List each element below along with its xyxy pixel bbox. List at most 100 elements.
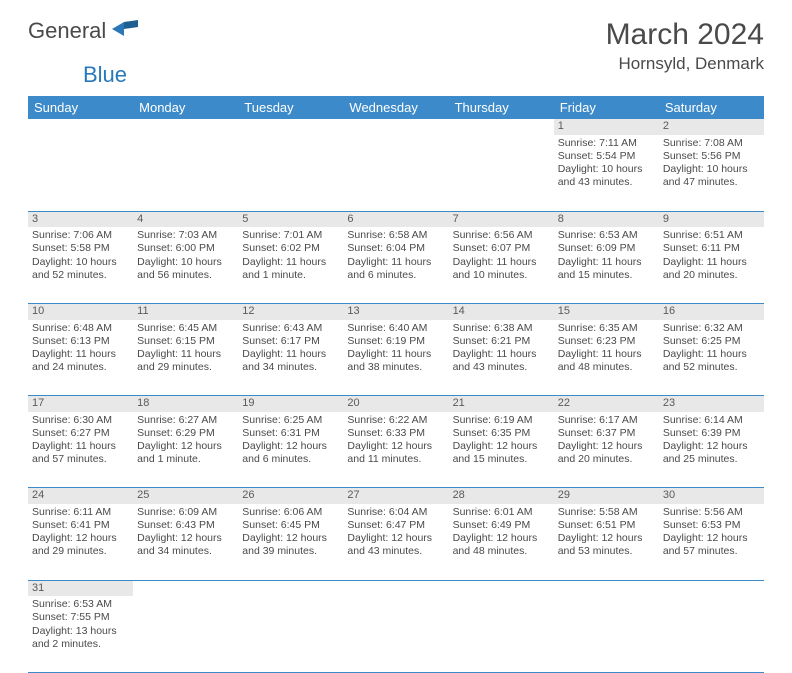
weekday-header: Tuesday bbox=[238, 96, 343, 119]
day-number-cell: 25 bbox=[133, 488, 238, 504]
day-cell: Sunrise: 6:01 AMSunset: 6:49 PMDaylight:… bbox=[449, 504, 554, 580]
sunset-line: Sunset: 5:56 PM bbox=[663, 150, 760, 163]
day-number-cell: 10 bbox=[28, 303, 133, 319]
sunset-line: Sunset: 6:45 PM bbox=[242, 519, 339, 532]
sunset-line: Sunset: 5:58 PM bbox=[32, 242, 129, 255]
daylight-line: Daylight: 11 hours and 57 minutes. bbox=[32, 440, 129, 466]
empty-cell bbox=[449, 135, 554, 211]
sunset-line: Sunset: 6:49 PM bbox=[453, 519, 550, 532]
sunset-line: Sunset: 6:53 PM bbox=[663, 519, 760, 532]
day-number-cell: 1 bbox=[554, 119, 659, 135]
day-cell: Sunrise: 6:14 AMSunset: 6:39 PMDaylight:… bbox=[659, 412, 764, 488]
sunset-line: Sunset: 6:07 PM bbox=[453, 242, 550, 255]
empty-cell bbox=[238, 596, 343, 672]
day-cell: Sunrise: 5:56 AMSunset: 6:53 PMDaylight:… bbox=[659, 504, 764, 580]
day-data-row: Sunrise: 6:48 AMSunset: 6:13 PMDaylight:… bbox=[28, 320, 764, 396]
empty-cell bbox=[28, 135, 133, 211]
daylight-line: Daylight: 10 hours and 56 minutes. bbox=[137, 256, 234, 282]
day-number-cell: 11 bbox=[133, 303, 238, 319]
day-number-cell: 12 bbox=[238, 303, 343, 319]
sunrise-line: Sunrise: 6:38 AM bbox=[453, 322, 550, 335]
sunrise-line: Sunrise: 6:48 AM bbox=[32, 322, 129, 335]
calendar-table: SundayMondayTuesdayWednesdayThursdayFrid… bbox=[28, 96, 764, 673]
day-number-row: 10111213141516 bbox=[28, 303, 764, 319]
day-cell: Sunrise: 6:58 AMSunset: 6:04 PMDaylight:… bbox=[343, 227, 448, 303]
sunrise-line: Sunrise: 6:51 AM bbox=[663, 229, 760, 242]
daylight-line: Daylight: 13 hours and 2 minutes. bbox=[32, 625, 129, 651]
daylight-line: Daylight: 12 hours and 43 minutes. bbox=[347, 532, 444, 558]
day-number-row: 12 bbox=[28, 119, 764, 135]
day-cell: Sunrise: 6:51 AMSunset: 6:11 PMDaylight:… bbox=[659, 227, 764, 303]
sunrise-line: Sunrise: 7:11 AM bbox=[558, 137, 655, 150]
daylight-line: Daylight: 10 hours and 43 minutes. bbox=[558, 163, 655, 189]
day-number-cell: 16 bbox=[659, 303, 764, 319]
logo-text-general: General bbox=[28, 18, 106, 44]
day-cell: Sunrise: 6:40 AMSunset: 6:19 PMDaylight:… bbox=[343, 320, 448, 396]
day-number-cell: 9 bbox=[659, 211, 764, 227]
day-data-row: Sunrise: 7:11 AMSunset: 5:54 PMDaylight:… bbox=[28, 135, 764, 211]
sunset-line: Sunset: 6:19 PM bbox=[347, 335, 444, 348]
empty-cell bbox=[554, 596, 659, 672]
day-number-cell: 14 bbox=[449, 303, 554, 319]
weekday-header-row: SundayMondayTuesdayWednesdayThursdayFrid… bbox=[28, 96, 764, 119]
sunrise-line: Sunrise: 6:11 AM bbox=[32, 506, 129, 519]
day-number-cell: 15 bbox=[554, 303, 659, 319]
day-cell: Sunrise: 6:56 AMSunset: 6:07 PMDaylight:… bbox=[449, 227, 554, 303]
empty-cell bbox=[133, 135, 238, 211]
day-cell: Sunrise: 6:22 AMSunset: 6:33 PMDaylight:… bbox=[343, 412, 448, 488]
blank-cell bbox=[133, 580, 238, 596]
day-cell: Sunrise: 6:17 AMSunset: 6:37 PMDaylight:… bbox=[554, 412, 659, 488]
day-cell: Sunrise: 6:09 AMSunset: 6:43 PMDaylight:… bbox=[133, 504, 238, 580]
sunrise-line: Sunrise: 6:06 AM bbox=[242, 506, 339, 519]
day-number-cell: 21 bbox=[449, 396, 554, 412]
sunrise-line: Sunrise: 5:58 AM bbox=[558, 506, 655, 519]
daylight-line: Daylight: 12 hours and 53 minutes. bbox=[558, 532, 655, 558]
day-data-row: Sunrise: 6:53 AMSunset: 7:55 PMDaylight:… bbox=[28, 596, 764, 672]
empty-cell bbox=[659, 596, 764, 672]
daylight-line: Daylight: 10 hours and 52 minutes. bbox=[32, 256, 129, 282]
sunrise-line: Sunrise: 6:25 AM bbox=[242, 414, 339, 427]
logo-flag-icon bbox=[112, 20, 138, 43]
empty-cell bbox=[343, 596, 448, 672]
sunrise-line: Sunrise: 7:01 AM bbox=[242, 229, 339, 242]
day-number-row: 17181920212223 bbox=[28, 396, 764, 412]
day-cell: Sunrise: 6:53 AMSunset: 6:09 PMDaylight:… bbox=[554, 227, 659, 303]
day-number-cell: 13 bbox=[343, 303, 448, 319]
sunset-line: Sunset: 6:37 PM bbox=[558, 427, 655, 440]
day-number-row: 3456789 bbox=[28, 211, 764, 227]
day-number-cell: 24 bbox=[28, 488, 133, 504]
sunrise-line: Sunrise: 6:56 AM bbox=[453, 229, 550, 242]
calendar-body: 12Sunrise: 7:11 AMSunset: 5:54 PMDayligh… bbox=[28, 119, 764, 672]
month-title: March 2024 bbox=[606, 18, 764, 52]
day-number-cell: 31 bbox=[28, 580, 133, 596]
day-cell: Sunrise: 6:11 AMSunset: 6:41 PMDaylight:… bbox=[28, 504, 133, 580]
day-number-cell: 6 bbox=[343, 211, 448, 227]
day-cell: Sunrise: 7:03 AMSunset: 6:00 PMDaylight:… bbox=[133, 227, 238, 303]
day-cell: Sunrise: 7:11 AMSunset: 5:54 PMDaylight:… bbox=[554, 135, 659, 211]
weekday-header: Wednesday bbox=[343, 96, 448, 119]
day-data-row: Sunrise: 6:11 AMSunset: 6:41 PMDaylight:… bbox=[28, 504, 764, 580]
sunrise-line: Sunrise: 7:03 AM bbox=[137, 229, 234, 242]
day-cell: Sunrise: 6:48 AMSunset: 6:13 PMDaylight:… bbox=[28, 320, 133, 396]
day-number-row: 24252627282930 bbox=[28, 488, 764, 504]
day-number-cell: 30 bbox=[659, 488, 764, 504]
day-cell: Sunrise: 6:30 AMSunset: 6:27 PMDaylight:… bbox=[28, 412, 133, 488]
sunset-line: Sunset: 6:27 PM bbox=[32, 427, 129, 440]
day-cell: Sunrise: 6:45 AMSunset: 6:15 PMDaylight:… bbox=[133, 320, 238, 396]
sunset-line: Sunset: 6:04 PM bbox=[347, 242, 444, 255]
sunrise-line: Sunrise: 6:40 AM bbox=[347, 322, 444, 335]
sunset-line: Sunset: 6:33 PM bbox=[347, 427, 444, 440]
sunset-line: Sunset: 6:17 PM bbox=[242, 335, 339, 348]
blank-cell bbox=[343, 119, 448, 135]
sunset-line: Sunset: 6:29 PM bbox=[137, 427, 234, 440]
day-data-row: Sunrise: 6:30 AMSunset: 6:27 PMDaylight:… bbox=[28, 412, 764, 488]
day-number-cell: 27 bbox=[343, 488, 448, 504]
daylight-line: Daylight: 12 hours and 25 minutes. bbox=[663, 440, 760, 466]
blank-cell bbox=[28, 119, 133, 135]
blank-cell bbox=[238, 580, 343, 596]
sunrise-line: Sunrise: 6:35 AM bbox=[558, 322, 655, 335]
sunrise-line: Sunrise: 6:32 AM bbox=[663, 322, 760, 335]
day-number-cell: 28 bbox=[449, 488, 554, 504]
sunset-line: Sunset: 6:09 PM bbox=[558, 242, 655, 255]
weekday-header: Saturday bbox=[659, 96, 764, 119]
